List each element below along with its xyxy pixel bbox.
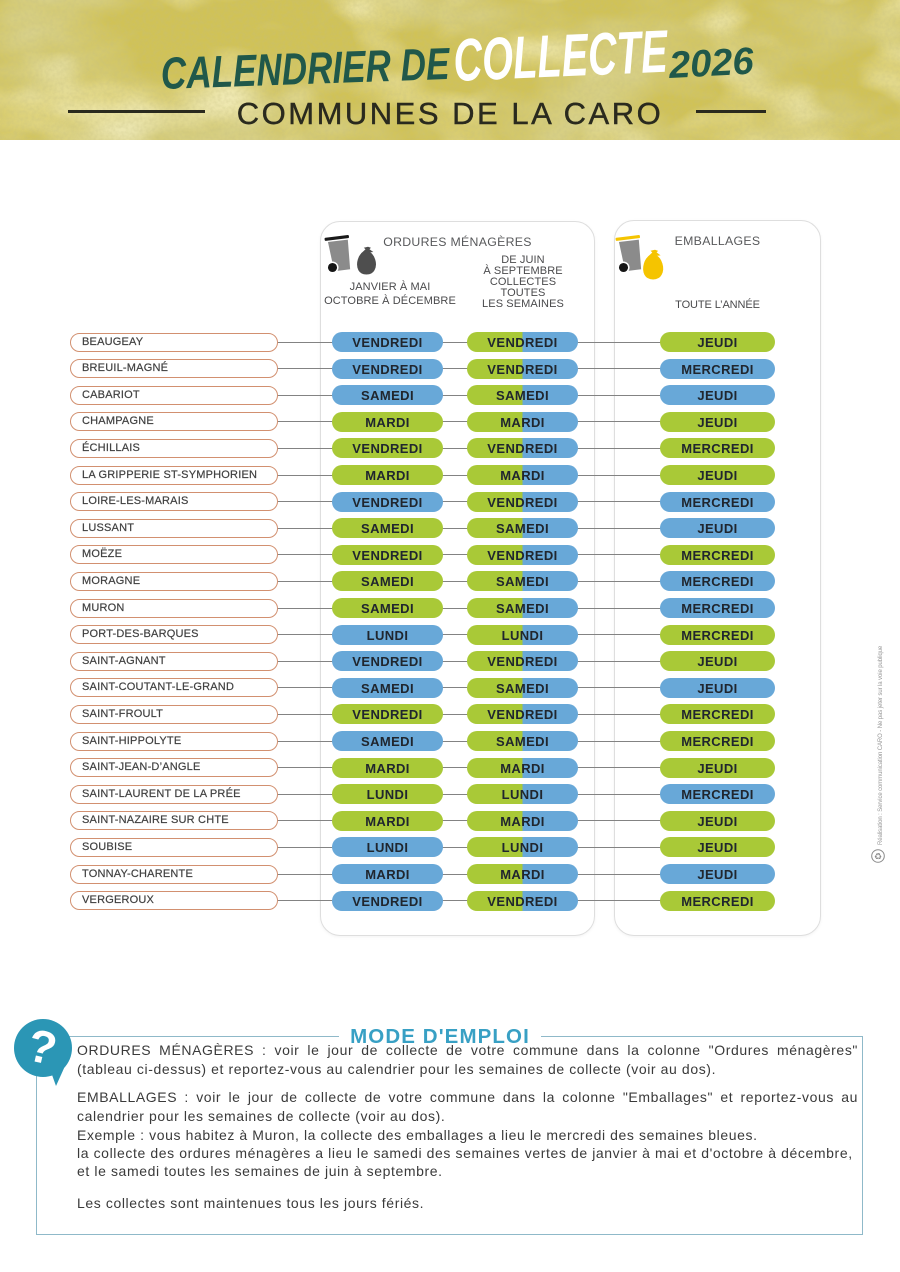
svg-text:♻: ♻ <box>874 852 882 862</box>
